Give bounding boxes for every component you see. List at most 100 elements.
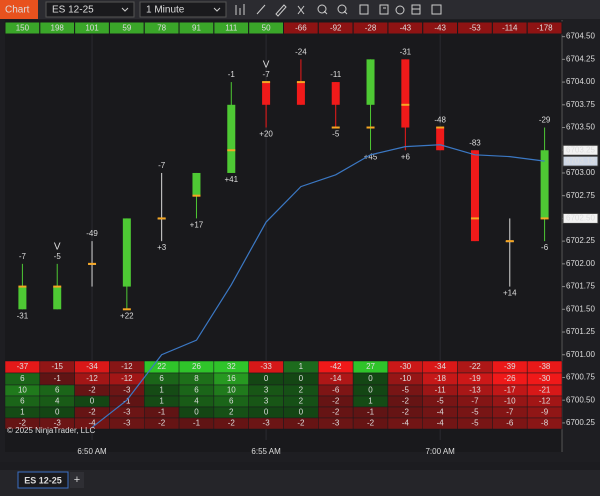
top-delta-label: -7 [263,70,271,79]
table-value: 6 [20,374,25,383]
table-value: 2 [299,397,304,406]
table-value: 1 [20,408,25,417]
table-value: -10 [504,397,516,406]
table-value: -2 [367,419,375,428]
table-value: 6 [159,374,164,383]
instrument-tab-label: ES 12-25 [24,475,62,485]
add-tab[interactable] [70,472,84,488]
x-tick-label: 6:55 AM [251,447,281,456]
candle-body [227,104,236,173]
candle-body [470,150,479,242]
delta-value: 78 [157,24,166,33]
table-value: -15 [51,362,63,371]
y-tick-label: 6701.50 [566,304,595,313]
table-value: 1 [159,397,164,406]
table-value: 3 [264,397,269,406]
table-value: -3 [123,419,131,428]
table-value: -6 [332,386,340,395]
table-value: -4 [88,419,96,428]
y-tick-label: 6704.50 [566,32,595,41]
table-value: -42 [330,362,342,371]
bottom-delta-label: +41 [224,175,238,184]
table-value: -1 [367,408,375,417]
table-value: -30 [539,374,551,383]
table-value: 10 [227,386,236,395]
table-value: -7 [506,408,514,417]
y-tick-label: 6703.00 [566,168,595,177]
y-tick-label: 6704.00 [566,77,595,86]
candle-body [192,172,201,196]
vwap-line [91,144,545,428]
table-value: 8 [194,374,199,383]
candle-body [53,286,62,310]
table-value: -2 [19,419,27,428]
instrument-tab[interactable] [17,471,69,489]
candle-body [401,59,410,128]
table-value: -7 [471,397,479,406]
price-marker-label: 6703.25 [566,145,595,154]
table-value: 22 [157,362,166,371]
table-value: -3 [54,419,62,428]
table-value: -9 [541,408,549,417]
y-tick-label: 6704.25 [566,54,595,63]
instrument-select[interactable] [45,1,135,18]
table-value: -22 [469,362,481,371]
bottom-delta-label: -6 [541,243,549,252]
delta-value: 50 [262,24,271,33]
delta-value: -53 [469,24,481,33]
delta-value: 91 [192,24,201,33]
table-value: -3 [263,419,271,428]
table-value: 0 [368,374,373,383]
top-delta-label: -11 [330,70,342,79]
y-tick-label: 6702.75 [566,191,595,200]
table-value: 6 [20,397,25,406]
bottom-delta-label: +17 [190,221,204,230]
delta-value: 111 [225,24,238,33]
top-delta-label: -29 [539,116,551,125]
table-value: -4 [437,419,445,428]
table-value: -18 [434,374,446,383]
top-delta-label: -7 [158,161,166,170]
table-value: 2 [229,408,234,417]
y-tick-label: 6700.25 [566,418,595,427]
y-tick-label: 6702.25 [566,236,595,245]
table-value: -2 [228,419,236,428]
price-marker [562,212,599,224]
top-delta-label: -24 [295,47,307,56]
table-value: 0 [264,374,269,383]
dropdown-arrow [213,7,221,12]
table-value: -5 [471,419,479,428]
table-value: 1 [368,397,373,406]
table-value: 0 [90,397,95,406]
interval-select[interactable] [139,1,227,18]
table-value: -17 [504,386,516,395]
table-value: 0 [368,386,373,395]
table-value: -2 [88,408,96,417]
bottom-delta-label: -5 [332,130,340,139]
top-delta-label: -7 [19,252,27,261]
candle-body [296,82,305,105]
table-value: -14 [330,374,342,383]
delta-value: 150 [16,24,30,33]
table-value: -2 [297,419,305,428]
interval-label: 1 Minute [146,5,185,16]
toolbar-icons[interactable] [235,4,442,17]
table-value: 3 [264,386,269,395]
table-value: -1 [193,419,201,428]
y-tick-label: 6700.50 [566,395,595,404]
table-value: -37 [17,362,29,371]
delta-value: -114 [502,24,518,33]
delta-value: 198 [51,24,65,33]
top-delta-label: -1 [228,70,236,79]
dropdown-arrow [121,7,129,12]
table-value: -26 [504,374,516,383]
top-delta-label: -48 [434,116,446,125]
table-value: -21 [539,386,551,395]
table-value: 6 [55,386,60,395]
top-delta-label: -83 [469,138,481,147]
y-tick-label: 6701.75 [566,282,595,291]
table-value: 26 [192,362,201,371]
scrollbar[interactable] [0,462,600,470]
table-value: 6 [229,397,234,406]
